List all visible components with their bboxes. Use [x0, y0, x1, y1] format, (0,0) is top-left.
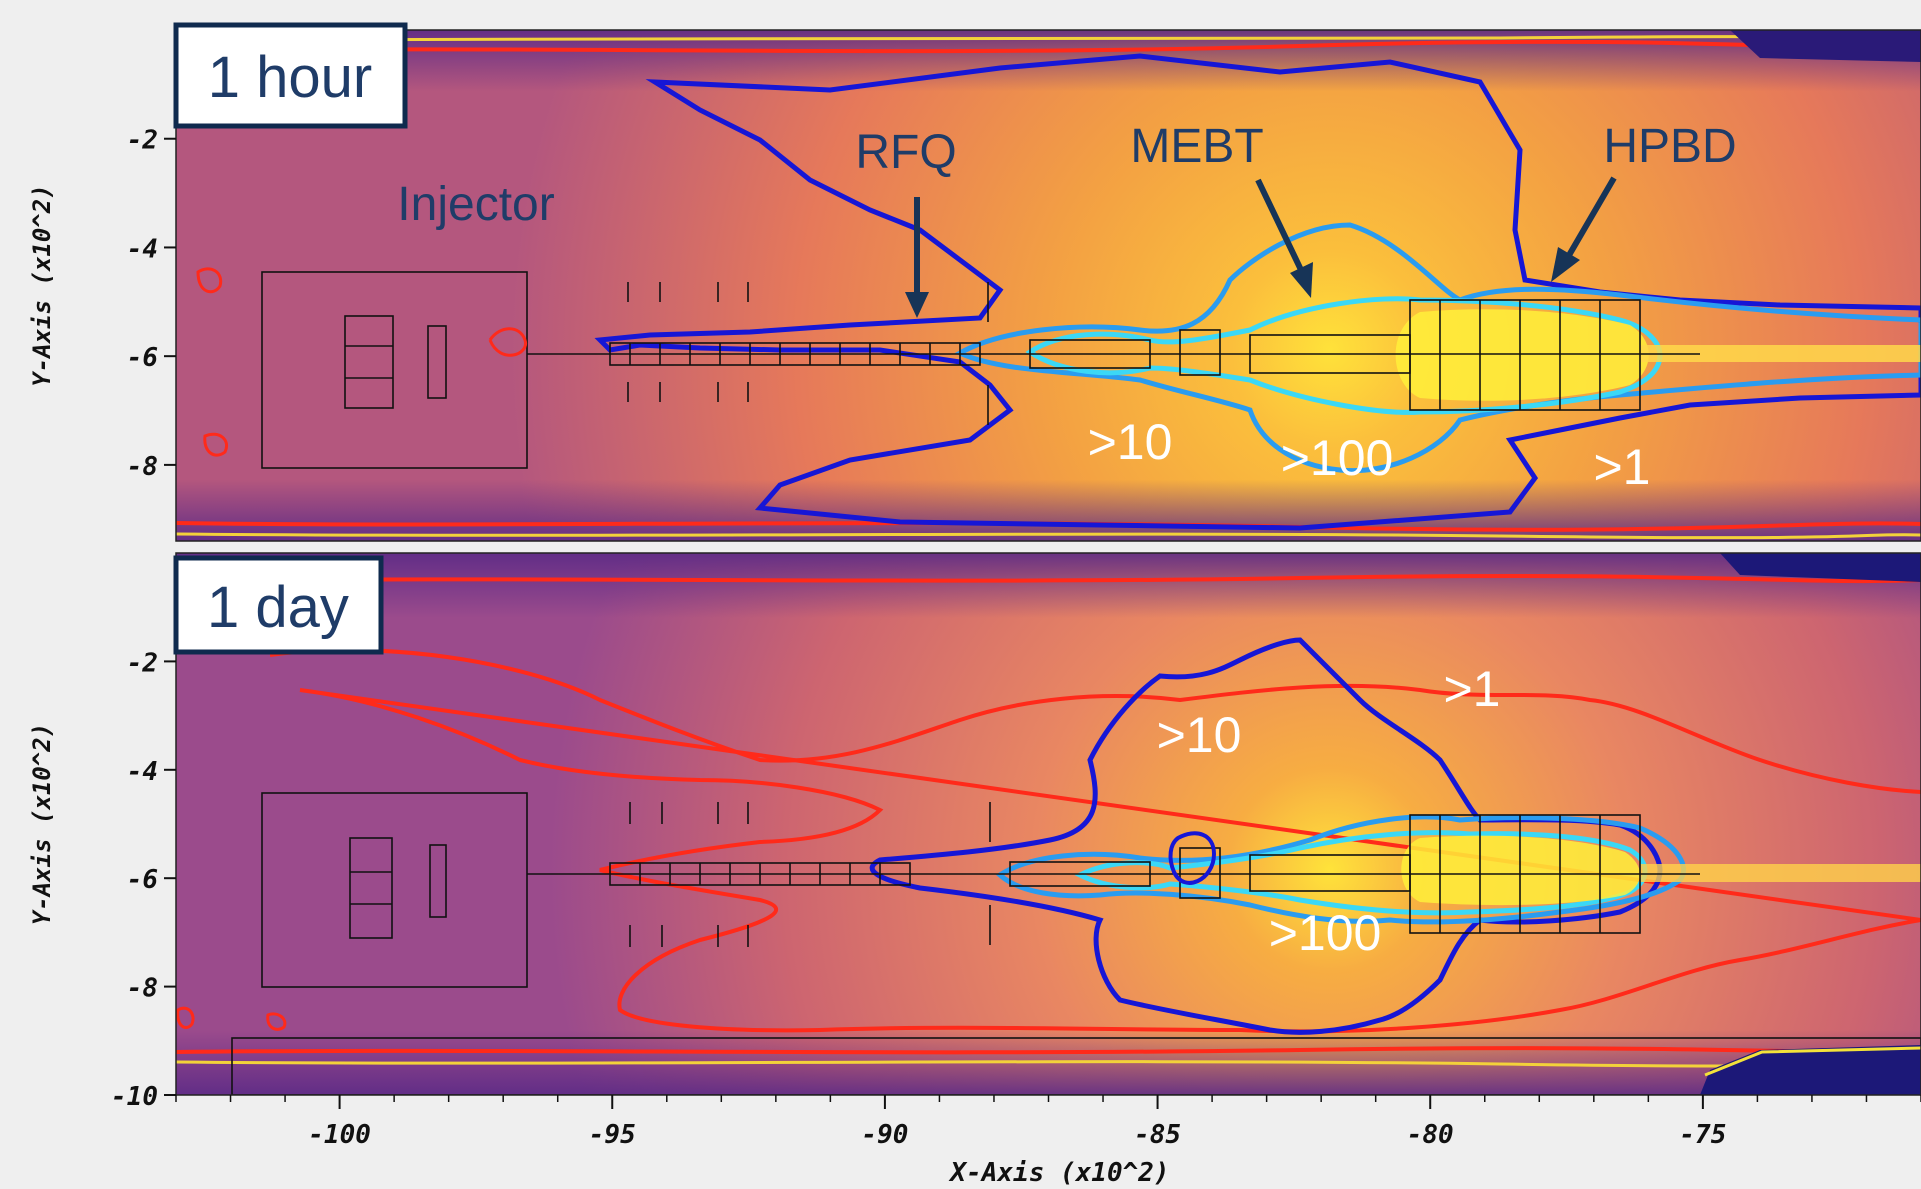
ytick-label-bottom-0: -2 — [127, 648, 158, 678]
ytick-label-top-2: -6 — [127, 343, 158, 373]
component-label-rfq: RFQ — [855, 126, 956, 179]
contour-red-injector-top — [488, 327, 527, 357]
corner-yellow-bottom — [1704, 1046, 1921, 1077]
xtick-label-0: -100 — [308, 1120, 371, 1150]
contour-label-gt1-top: >1 — [1593, 439, 1650, 495]
arrow-mebt — [1255, 178, 1313, 298]
beam-pipe-glow-top — [1640, 345, 1921, 362]
panel-top-edge-shading — [176, 30, 1921, 541]
contour-label-gt10-top: >10 — [1088, 414, 1173, 470]
panel-label-top: 1 hour — [208, 45, 372, 110]
panel-label-box-top — [173, 22, 408, 129]
ytick-label-top-1: -4 — [127, 234, 158, 264]
ylabel-top: Y-Axis (x10^2) — [28, 184, 56, 386]
component-label-mebt: MEBT — [1130, 120, 1263, 173]
arrow-hpbd — [1551, 176, 1617, 282]
arrow-rfq — [905, 197, 929, 318]
component-label-hpbd: HPBD — [1603, 120, 1736, 173]
component-label-injector: Injector — [397, 178, 554, 231]
xtick-label-2: -90 — [861, 1120, 908, 1150]
ytick-label-bottom-4: -10 — [111, 1082, 158, 1112]
ytick-label-top-3: -8 — [127, 452, 158, 482]
contour-label-gt10-bottom: >10 — [1157, 707, 1242, 763]
hot-core-top — [1395, 309, 1649, 401]
xtick-label-4: -80 — [1407, 1120, 1454, 1150]
contour-red-left-blob-bottom — [176, 1006, 287, 1031]
xtick-label-1: -95 — [589, 1120, 636, 1150]
panel-top-frame — [175, 29, 1921, 542]
ytick-label-top-0: -2 — [127, 126, 158, 156]
ytick-label-bottom-1: -4 — [127, 757, 158, 787]
ytick-label-bottom-2: -6 — [127, 865, 158, 895]
beam-pipe-glow-bottom — [1640, 864, 1921, 882]
ytick-label-bottom-3: -8 — [127, 974, 158, 1004]
panel-label-box-bottom — [173, 555, 384, 655]
beamline-schematic-bottom — [231, 792, 1921, 1095]
axes: -2 -4 -6 -8 Y-Axis (x10^2) -2 -4 -6 -8 -10 Y-Axis … — [28, 126, 1921, 1188]
corner-dark-top — [1730, 30, 1921, 62]
xlabel: X-Axis (x10^2) — [948, 1158, 1169, 1188]
contour-label-gt1-bottom: >1 — [1443, 661, 1500, 717]
contour-red-gt1-bottom — [269, 648, 1921, 1034]
panel-1-day — [175, 552, 1921, 1096]
contour-label-gt100-top: >100 — [1281, 430, 1394, 486]
contour-red-left-blob-top — [196, 267, 228, 457]
beamline-schematic-top — [261, 271, 1700, 469]
contour-yellow-bottom-edge — [176, 532, 1921, 540]
contour-blue-small-blob-bottom — [1168, 831, 1217, 885]
panel-1-hour — [175, 29, 1921, 542]
ylabel-bottom: Y-Axis (x10^2) — [28, 723, 56, 925]
annotations: 1 hour 1 day Injector RFQ MEBT HPBD >10 … — [173, 22, 1737, 961]
panel-bottom-edge-shading — [176, 553, 1921, 1095]
xtick-label-5: -75 — [1679, 1120, 1726, 1150]
contour-label-gt100-bottom: >100 — [1269, 905, 1382, 961]
xtick-label-3: -85 — [1134, 1120, 1181, 1150]
contour-blue-gt1-top — [594, 53, 1921, 531]
contour-red-top-edge-bottom — [176, 574, 1921, 584]
panel-label-bottom: 1 day — [207, 575, 349, 640]
